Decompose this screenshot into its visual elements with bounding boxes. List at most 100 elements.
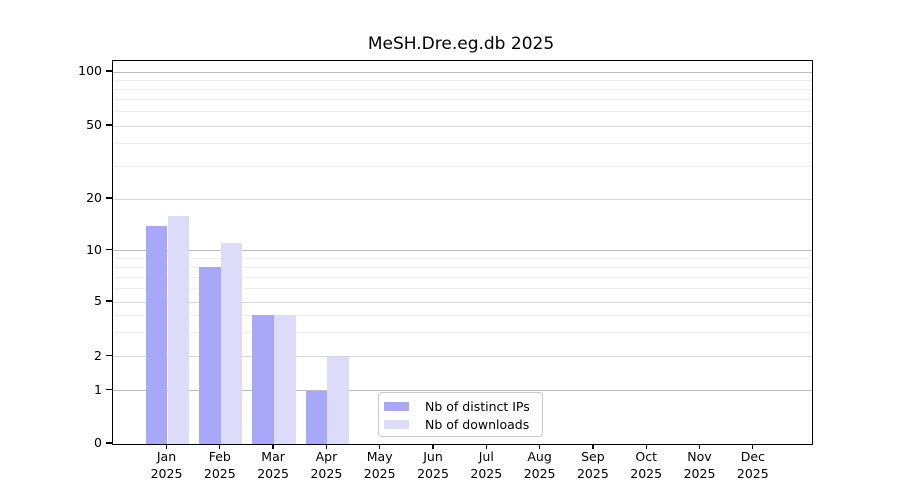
bar-downloads-feb — [220, 243, 243, 444]
x-tick-year: 2025 — [257, 465, 289, 481]
major-gridline — [113, 198, 812, 200]
legend-entry-distinct-ips: Nb of distinct IPs — [384, 397, 542, 415]
x-tick-mark — [165, 444, 168, 450]
legend-label-downloads: Nb of downloads — [425, 416, 530, 432]
x-tick-month: Sep — [581, 449, 605, 464]
y-tick-mark — [106, 442, 112, 444]
legend-label-distinct-ips: Nb of distinct IPs — [425, 398, 530, 414]
x-tick-year: 2025 — [736, 465, 769, 481]
x-tick-label: May 2025 — [350, 449, 410, 482]
major-gridline — [113, 125, 812, 127]
x-tick-mark — [219, 444, 221, 450]
x-tick-year: 2025 — [417, 465, 449, 481]
y-tick-mark — [106, 124, 112, 126]
x-tick-mark — [752, 444, 754, 450]
x-tick-month: Jan — [156, 449, 177, 464]
minor-gridline — [113, 99, 812, 101]
chart-title: MeSH.Dre.eg.db 2025 — [367, 34, 555, 54]
y-tick-mark — [106, 248, 112, 251]
y-tick-mark — [106, 300, 112, 302]
major-gridline — [113, 356, 812, 357]
x-tick-month: Aug — [527, 449, 552, 464]
x-tick-year: 2025 — [310, 465, 343, 481]
x-tick-mark — [538, 444, 541, 450]
x-tick-label: Aug 2025 — [510, 449, 570, 482]
x-tick-year: 2025 — [523, 465, 556, 481]
x-tick-label: Dec 2025 — [723, 449, 783, 482]
x-tick-month: Feb — [208, 449, 231, 464]
major-gridline — [113, 71, 812, 73]
y-tick-mark — [106, 354, 112, 357]
x-tick-year: 2025 — [470, 465, 503, 481]
x-tick-month: Apr — [315, 449, 338, 464]
x-tick-month: Nov — [687, 449, 712, 464]
minor-gridline — [113, 111, 812, 113]
minor-gridline — [113, 287, 812, 289]
major-gridline — [113, 301, 812, 303]
y-tick-label: 1 — [94, 381, 102, 397]
y-tick-label: 5 — [94, 293, 102, 308]
minor-gridline — [113, 331, 812, 333]
x-tick-month: Jul — [478, 449, 494, 464]
x-tick-year: 2025 — [150, 465, 183, 481]
x-tick-month: May — [366, 449, 393, 464]
bar-distinct-ips-feb — [199, 267, 221, 444]
y-tick-mark — [106, 388, 112, 391]
x-tick-label: Feb 2025 — [190, 449, 250, 482]
x-tick-month: Dec — [740, 449, 765, 464]
x-tick-month: Mar — [261, 449, 285, 464]
plot-area — [112, 60, 813, 445]
x-tick-mark — [379, 444, 381, 450]
x-tick-label: Nov 2025 — [670, 449, 730, 482]
x-tick-mark — [432, 444, 434, 450]
x-tick-mark — [485, 444, 487, 450]
y-tick-mark — [106, 197, 112, 199]
x-tick-label: Jun 2025 — [403, 449, 463, 482]
y-tick-label: 50 — [86, 117, 102, 132]
x-tick-year: 2025 — [683, 465, 716, 481]
y-tick-label: 100 — [78, 63, 102, 78]
legend-entry-downloads: Nb of downloads — [384, 415, 542, 433]
minor-gridline — [113, 88, 812, 90]
y-tick-label: 10 — [86, 241, 102, 257]
x-tick-mark — [592, 444, 594, 450]
y-tick-label: 0 — [94, 435, 102, 450]
x-tick-mark — [325, 444, 328, 450]
x-tick-label: Jan 2025 — [137, 449, 197, 482]
y-tick-mark — [106, 70, 112, 72]
x-tick-label: Sep 2025 — [563, 449, 623, 482]
bar-distinct-ips-apr — [305, 390, 328, 444]
x-tick-mark — [272, 444, 274, 450]
x-tick-year: 2025 — [630, 465, 663, 481]
x-tick-mark — [698, 444, 701, 450]
x-tick-mark — [645, 444, 647, 450]
minor-gridline — [113, 143, 812, 145]
x-tick-year: 2025 — [363, 465, 396, 481]
minor-gridline — [113, 79, 812, 81]
bar-downloads-apr — [327, 356, 350, 444]
x-tick-label: Mar 2025 — [243, 449, 303, 482]
x-tick-year: 2025 — [576, 465, 609, 481]
x-tick-label: Oct 2025 — [616, 449, 676, 482]
major-gridline — [113, 250, 812, 251]
legend: Nb of distinct IPs Nb of downloads — [378, 392, 543, 437]
bar-distinct-ips-jan — [145, 225, 168, 444]
x-tick-label: Jul 2025 — [456, 449, 516, 482]
x-tick-label: Apr 2025 — [296, 449, 356, 482]
y-tick-label: 20 — [86, 190, 102, 205]
bar-distinct-ips-mar — [252, 315, 275, 444]
bar-downloads-mar — [274, 315, 296, 444]
minor-gridline — [113, 166, 812, 168]
major-gridline — [113, 390, 812, 391]
minor-gridline — [113, 266, 812, 268]
legend-swatch-distinct-ips — [384, 401, 409, 411]
y-tick-label: 2 — [94, 347, 102, 363]
minor-gridline — [113, 276, 812, 278]
minor-gridline — [113, 257, 812, 259]
x-tick-month: Oct — [635, 449, 657, 464]
legend-swatch-downloads — [384, 419, 409, 429]
minor-gridline — [113, 314, 812, 316]
bar-downloads-jan — [167, 215, 190, 444]
x-tick-month: Jun — [423, 449, 443, 464]
